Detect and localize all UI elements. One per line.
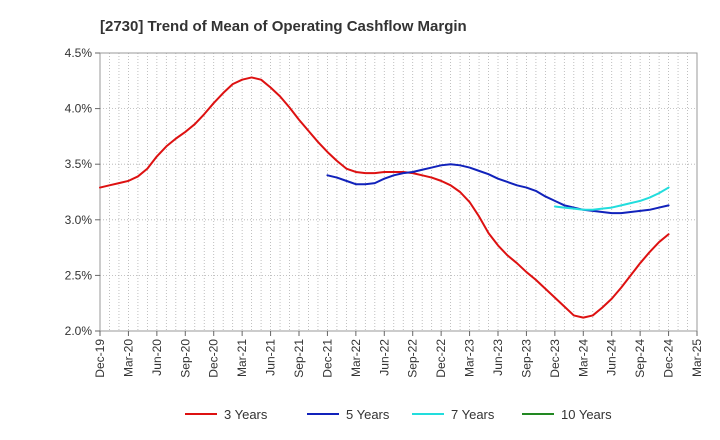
legend: 3 Years 5 Years 7 Years 10 Years bbox=[185, 407, 612, 422]
plot-area-border bbox=[99, 52, 698, 332]
y-tick-label: 2.5% bbox=[65, 268, 93, 282]
x-tick-label: Jun-21 bbox=[264, 339, 278, 376]
x-tick-label: Mar-23 bbox=[463, 339, 477, 377]
x-tick-label: Mar-22 bbox=[349, 339, 363, 377]
series-line-3-years bbox=[99, 76, 670, 319]
grid-lines bbox=[99, 52, 698, 332]
y-tick-label: 2.0% bbox=[65, 324, 93, 338]
y-tick-label: 4.5% bbox=[65, 46, 93, 60]
y-tick-label: 4.0% bbox=[65, 102, 93, 116]
x-tick-label: Jun-22 bbox=[377, 339, 391, 376]
x-tick-label: Jun-23 bbox=[491, 339, 505, 376]
x-tick-label: Mar-24 bbox=[576, 339, 590, 377]
series-line-7-years bbox=[553, 186, 670, 211]
x-axis: Dec-19 Mar-20 Jun-20 Sep-20 Dec-20 Mar-21 Jun-… bbox=[93, 331, 704, 378]
x-tick-label: Dec-21 bbox=[320, 339, 334, 378]
x-tick-label: Dec-23 bbox=[548, 339, 562, 378]
x-tick-label: Dec-19 bbox=[93, 339, 107, 378]
x-tick-label: Dec-20 bbox=[207, 339, 221, 378]
x-tick-label: Dec-24 bbox=[662, 339, 676, 378]
y-axis: 2.0% 2.5% 3.0% 3.5% 4.0% 4.5% bbox=[65, 46, 100, 338]
x-tick-label: Sep-22 bbox=[406, 339, 420, 378]
y-tick-label: 3.5% bbox=[65, 157, 93, 171]
series-line-5-years bbox=[326, 163, 670, 215]
x-tick-label: Sep-21 bbox=[292, 339, 306, 378]
x-tick-label: Mar-25 bbox=[690, 339, 704, 377]
x-tick-label: Sep-20 bbox=[178, 339, 192, 378]
legend-label: 3 Years bbox=[224, 407, 268, 422]
chart-title: [2730] Trend of Mean of Operating Cashfl… bbox=[100, 18, 467, 35]
x-tick-label: Jun-20 bbox=[150, 339, 164, 376]
x-tick-label: Mar-21 bbox=[235, 339, 249, 377]
legend-label: 10 Years bbox=[561, 407, 612, 422]
y-tick-label: 3.0% bbox=[65, 213, 93, 227]
series-lines bbox=[99, 76, 670, 319]
legend-label: 7 Years bbox=[451, 407, 495, 422]
x-tick-label: Sep-24 bbox=[633, 339, 647, 378]
x-tick-label: Sep-23 bbox=[519, 339, 533, 378]
x-tick-label: Mar-20 bbox=[121, 339, 135, 377]
legend-label: 5 Years bbox=[346, 407, 390, 422]
x-tick-label: Dec-22 bbox=[434, 339, 448, 378]
x-tick-label: Jun-24 bbox=[605, 339, 619, 376]
